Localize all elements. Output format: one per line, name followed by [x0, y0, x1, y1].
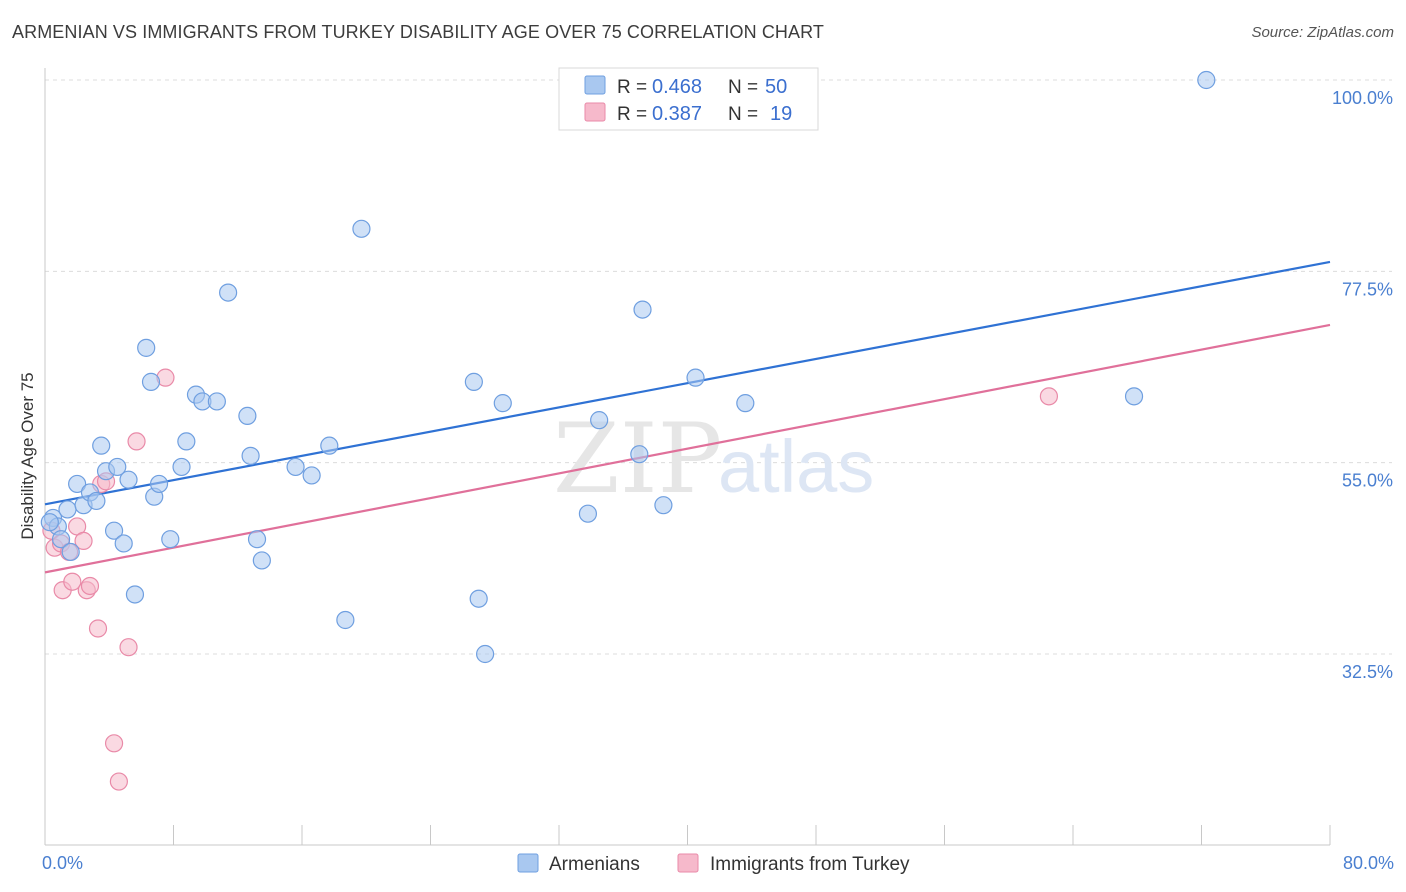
armenians-point: [336, 610, 355, 630]
grid-lines: [45, 79, 1392, 655]
armenians-point: [464, 372, 483, 391]
legend-r-value-2: 0.387: [652, 103, 702, 125]
armenians-point: [469, 589, 488, 608]
legend-swatch-armenians: [584, 75, 606, 95]
armenians-point: [108, 457, 127, 477]
legend-r-value-1: 0.468: [652, 76, 702, 98]
armenians-point: [177, 432, 196, 451]
armenians-point: [352, 219, 371, 238]
armenians-point: [219, 283, 238, 302]
y-tick-labels: 32.5% 55.0% 77.5% 100.0%: [1332, 88, 1393, 682]
armenians-point: [92, 436, 111, 455]
x-tick-label-min: 0.0%: [42, 853, 83, 873]
armenians-point: [476, 644, 495, 664]
armenians-point: [654, 496, 673, 515]
armenians-point: [149, 474, 169, 494]
armenians-point: [686, 368, 705, 387]
legend-n-label-2: N =: [728, 104, 758, 125]
armenians-point: [320, 436, 339, 455]
immigrants-from-turkey-point: [1039, 387, 1059, 406]
armenians-point: [58, 500, 77, 519]
legend-swatch-turkey: [584, 102, 606, 122]
armenians-point: [172, 457, 191, 477]
bottom-legend-label-turkey: Immigrants from Turkey: [710, 854, 910, 875]
legend-n-value-2: 19: [770, 103, 792, 125]
trendline-immigrants-from-turkey: [44, 323, 1331, 574]
y-axis-label: Disability Age Over 75: [18, 372, 37, 539]
armenians-point: [633, 300, 652, 319]
y-tick-label: 100.0%: [1332, 88, 1393, 108]
armenians-point: [68, 474, 87, 494]
chart-title: ARMENIAN VS IMMIGRANTS FROM TURKEY DISAB…: [12, 22, 824, 42]
armenians-point: [104, 521, 124, 540]
armenians-point: [238, 406, 257, 425]
legend-n-label-1: N =: [728, 77, 758, 98]
immigrants-from-turkey-point: [104, 734, 124, 753]
bottom-legend-swatch-turkey: [677, 853, 699, 873]
armenians-point: [141, 372, 161, 391]
bottom-legend: Armenians Immigrants from Turkey: [517, 853, 910, 875]
immigrants-from-turkey-point: [74, 531, 93, 551]
y-tick-label: 77.5%: [1342, 279, 1393, 299]
armenians-point: [252, 551, 271, 570]
armenians-point: [493, 394, 512, 413]
armenians-point: [161, 530, 180, 549]
series-armenians: [40, 70, 1216, 664]
armenians-point: [125, 585, 145, 604]
legend-r-label-1: R =: [617, 77, 647, 98]
y-tick-label: 32.5%: [1342, 662, 1393, 682]
legend-n-value-1: 50: [765, 76, 787, 98]
x-tick-label-max: 80.0%: [1343, 853, 1394, 873]
immigrants-from-turkey-point: [119, 638, 138, 657]
immigrants-from-turkey-point: [88, 619, 108, 638]
bottom-legend-label-armenians: Armenians: [549, 854, 640, 875]
armenians-point: [590, 411, 609, 430]
armenians-point: [241, 446, 260, 465]
source-credit: Source: ZipAtlas.com: [1251, 24, 1394, 41]
armenians-point: [247, 530, 267, 549]
armenians-point: [1124, 387, 1144, 406]
armenians-point: [578, 504, 598, 523]
y-tick-label: 55.0%: [1342, 471, 1393, 491]
legend-box: R = 0.468 N = 50 R = 0.387 N = 19: [558, 67, 819, 131]
armenians-point: [286, 457, 305, 477]
armenians-point: [87, 491, 106, 511]
armenians-point: [137, 338, 156, 357]
armenians-point: [1197, 70, 1216, 90]
immigrants-from-turkey-point: [127, 432, 146, 451]
armenians-point: [40, 513, 59, 532]
bottom-legend-swatch-armenians: [517, 853, 539, 873]
armenians-point: [119, 470, 138, 489]
armenians-point: [207, 392, 226, 411]
legend-r-label-2: R =: [617, 104, 647, 125]
armenians-point: [736, 394, 755, 413]
immigrants-from-turkey-point: [63, 572, 82, 591]
armenians-point: [61, 542, 80, 562]
axes: [44, 68, 1331, 846]
immigrants-from-turkey-point: [109, 772, 128, 791]
armenians-point: [630, 445, 649, 464]
armenians-point: [51, 530, 71, 549]
x-tick-marks: [44, 825, 1331, 845]
immigrants-from-turkey-point: [80, 576, 100, 596]
series-immigrants-from-turkey: [42, 368, 1059, 791]
trendline-armenians: [44, 260, 1331, 506]
armenians-point: [114, 534, 133, 553]
armenians-point: [302, 466, 321, 485]
